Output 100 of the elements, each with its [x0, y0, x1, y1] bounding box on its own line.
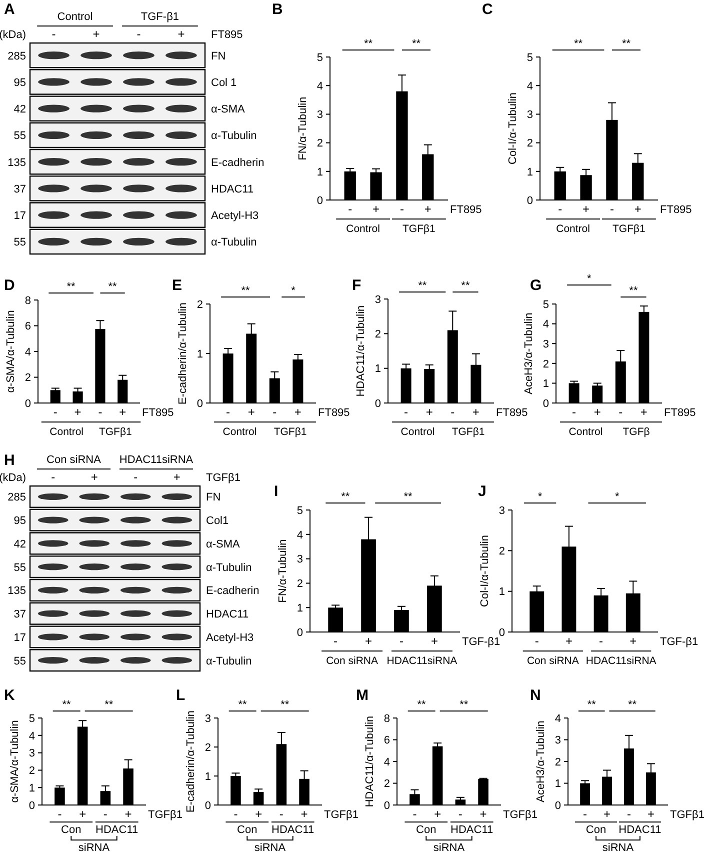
category-label: 17	[14, 632, 26, 644]
category-label: α-Tubulin	[211, 236, 257, 249]
y-tick-label: 2	[554, 756, 561, 768]
y-axis-title: E-cadherin/α-Tubulin	[185, 710, 197, 812]
text: (kDa)	[0, 472, 26, 484]
x-axis-title: FT895	[142, 407, 174, 419]
y-tick-label: 3	[204, 712, 211, 725]
y-tick-label: 1	[374, 363, 381, 376]
text: Con	[586, 824, 606, 836]
x-axis-title: FT895	[318, 407, 350, 419]
text: *	[614, 491, 620, 503]
category-label: E-cadherin	[206, 585, 260, 598]
x-tick-label: +	[434, 807, 442, 821]
text: A	[4, 1, 15, 18]
text: Control	[57, 11, 93, 23]
text: FT895	[211, 29, 243, 41]
y-tick-label: 1	[498, 586, 505, 598]
text: Control	[568, 426, 603, 438]
y-tick-label: 2	[196, 298, 203, 311]
x-tick-label: +	[647, 807, 654, 821]
category-label: Acetyl-H3	[211, 210, 259, 222]
x-axis-title: TGFβ1	[148, 809, 182, 821]
category-label: +	[173, 470, 180, 484]
x-tick-label: -	[458, 807, 462, 821]
x-tick-label: -	[226, 405, 230, 419]
y-tick-label: 2	[28, 765, 35, 778]
category-label: +	[90, 470, 98, 484]
category-label: α-Tubulin	[211, 130, 257, 142]
category-label: 285	[8, 492, 26, 504]
y-tick-label: 3	[542, 338, 549, 350]
category-label: 95	[14, 515, 26, 528]
x-axis-title: TGF-β1	[462, 636, 500, 648]
category-label: 17	[14, 210, 26, 222]
y-tick-label: 2	[526, 138, 533, 150]
y-axis-title: E-cadherin/α-Tubulin	[177, 302, 189, 404]
text: **	[461, 280, 470, 292]
x-tick-label: -	[599, 634, 604, 648]
x-tick-label: +	[255, 807, 262, 821]
y-tick-label: 2	[24, 372, 31, 384]
x-tick-label: +	[472, 405, 480, 419]
x-axis-title: FT895	[496, 407, 528, 419]
chart-title: K	[4, 687, 15, 704]
category-label: 55	[14, 655, 26, 668]
y-tick-label: 5	[526, 52, 533, 64]
text: HDAC11	[96, 824, 138, 836]
x-tick-label: -	[450, 405, 455, 419]
x-tick-label: +	[430, 634, 438, 648]
text: **	[417, 699, 427, 711]
y-axis-title: FN/α-Tubulin	[297, 96, 309, 160]
x-tick-label: -	[348, 202, 352, 216]
x-tick-label: +	[300, 807, 308, 821]
y-tick-label: 0	[296, 626, 303, 639]
x-tick-label: -	[103, 807, 108, 821]
x-tick-label: +	[426, 405, 433, 419]
y-tick-label: 0	[498, 626, 505, 639]
category-label: -	[136, 27, 141, 41]
y-tick-label: 2	[296, 578, 303, 590]
y-tick-label: 3	[296, 554, 303, 566]
text: Con siRNA	[326, 655, 378, 667]
category-label: Col 1	[211, 76, 237, 89]
text: Con siRNA	[46, 454, 102, 466]
y-tick-label: 6	[384, 734, 390, 747]
x-tick-label: +	[294, 405, 302, 419]
text: Control	[556, 223, 590, 235]
text: siRNA	[433, 842, 466, 854]
category-label: Col1	[206, 515, 229, 528]
text: **	[62, 699, 72, 711]
text: HDAC11	[618, 824, 662, 836]
x-tick-label: -	[58, 807, 62, 821]
category-label: 135	[8, 156, 26, 169]
y-tick-label: 2	[374, 328, 381, 341]
y-tick-label: 0	[554, 800, 561, 812]
text: Control	[400, 426, 435, 438]
y-tick-label: 4	[316, 80, 323, 92]
text: Con	[237, 824, 258, 836]
x-tick-label: +	[124, 807, 132, 821]
category-label: 135	[8, 585, 26, 598]
x-tick-label: -	[626, 807, 631, 821]
y-axis-title: Col-I/α-Tubulin	[479, 535, 491, 607]
x-tick-label: +	[630, 634, 637, 648]
category-label: HDAC11	[206, 608, 249, 621]
y-tick-label: 3	[28, 748, 35, 760]
y-axis-title: FN/α-Tubulin	[277, 539, 289, 603]
y-tick-label: 0	[24, 398, 31, 410]
x-tick-label: +	[594, 405, 601, 419]
x-tick-label: -	[98, 405, 102, 419]
chart-title: D	[4, 277, 15, 294]
y-tick-label: 4	[542, 318, 549, 331]
x-axis-title: TGFβ1	[324, 809, 358, 821]
text: siRNA	[602, 842, 634, 854]
category-label: E-cadherin	[211, 156, 264, 169]
x-tick-label: +	[565, 634, 572, 648]
y-tick-label: 5	[542, 298, 549, 311]
text: TGFβ1	[98, 426, 132, 438]
y-tick-label: 3	[526, 109, 533, 122]
y-tick-label: 0	[196, 398, 203, 410]
text: *	[291, 285, 296, 297]
text: **	[629, 285, 638, 297]
category-label: HDAC11	[211, 183, 254, 196]
text: Control	[50, 426, 84, 438]
